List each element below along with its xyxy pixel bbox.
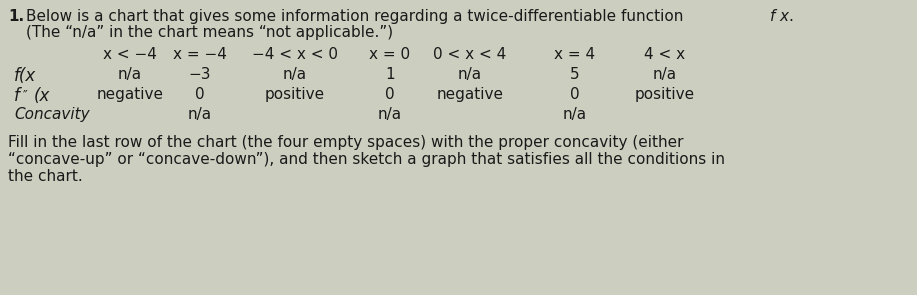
Text: n/a: n/a: [378, 107, 402, 122]
Text: (The “n/a” in the chart means “not applicable.”): (The “n/a” in the chart means “not appli…: [26, 25, 393, 40]
Text: 0: 0: [195, 87, 204, 102]
Text: positive: positive: [265, 87, 325, 102]
Text: n/a: n/a: [458, 67, 482, 82]
Text: .: .: [788, 9, 793, 24]
Text: ′′: ′′: [23, 88, 28, 101]
Text: 0 < x < 4: 0 < x < 4: [434, 47, 506, 62]
Text: 0: 0: [570, 87, 580, 102]
Text: positive: positive: [635, 87, 695, 102]
Text: n/a: n/a: [188, 107, 212, 122]
Text: 4 < x: 4 < x: [645, 47, 686, 62]
Text: f(x: f(x: [14, 67, 37, 85]
Text: f: f: [14, 87, 20, 105]
Text: f: f: [770, 9, 776, 24]
Text: “concave-up” or “concave-down”), and then sketch a graph that satisfies all the : “concave-up” or “concave-down”), and the…: [8, 152, 725, 167]
Text: negative: negative: [436, 87, 503, 102]
Text: x: x: [779, 9, 788, 24]
Text: x < −4: x < −4: [103, 47, 157, 62]
Text: −4 < x < 0: −4 < x < 0: [252, 47, 338, 62]
Text: n/a: n/a: [118, 67, 142, 82]
Text: x = −4: x = −4: [173, 47, 226, 62]
Text: Fill in the last row of the chart (the four empty spaces) with the proper concav: Fill in the last row of the chart (the f…: [8, 135, 683, 150]
Text: n/a: n/a: [563, 107, 587, 122]
Text: x = 4: x = 4: [555, 47, 595, 62]
Text: negative: negative: [96, 87, 163, 102]
Text: 5: 5: [570, 67, 580, 82]
Text: (x: (x: [34, 87, 50, 105]
Text: 1.: 1.: [8, 9, 24, 24]
Text: Below is a chart that gives some information regarding a twice-differentiable fu: Below is a chart that gives some informa…: [26, 9, 683, 24]
Text: Concavity: Concavity: [14, 107, 90, 122]
Text: 0: 0: [385, 87, 395, 102]
Text: the chart.: the chart.: [8, 169, 83, 184]
Text: n/a: n/a: [653, 67, 677, 82]
Text: n/a: n/a: [283, 67, 307, 82]
Text: 1: 1: [385, 67, 395, 82]
Text: x = 0: x = 0: [370, 47, 411, 62]
Text: −3: −3: [189, 67, 211, 82]
